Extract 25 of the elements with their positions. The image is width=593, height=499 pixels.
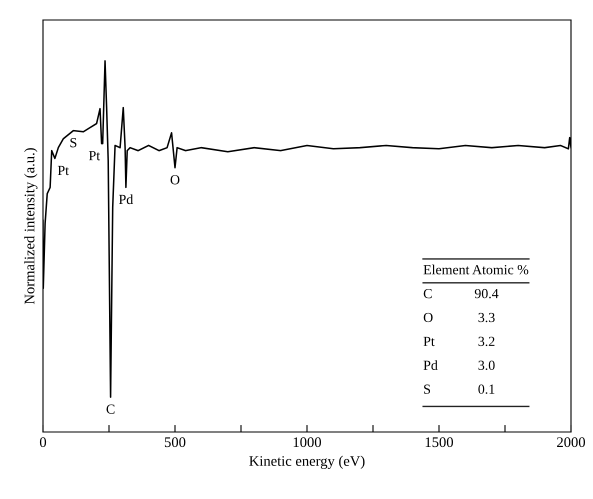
annotation: Pd xyxy=(118,194,134,204)
annotation: C xyxy=(106,404,114,414)
x-tick-label: 0 xyxy=(40,437,46,448)
annotation: 3.3 xyxy=(478,312,495,322)
x-axis-title: Kinetic energy (eV) xyxy=(249,456,365,469)
annotation: C xyxy=(424,288,432,298)
annotation: Pt xyxy=(424,336,435,346)
annotation: 3.0 xyxy=(478,360,495,370)
annotation: 90.4 xyxy=(474,288,498,298)
annotation: O xyxy=(424,312,433,322)
annotation: Pd xyxy=(424,360,438,370)
x-tick-label: 500 xyxy=(164,437,186,448)
annotation: Atomic % xyxy=(472,265,528,274)
x-tick-label: 1500 xyxy=(426,437,454,448)
annotation: 0.1 xyxy=(478,384,494,394)
x-tick-label: 2000 xyxy=(557,437,586,448)
annotation: O xyxy=(170,175,180,184)
annotation: 3.2 xyxy=(478,336,494,346)
annotation: S xyxy=(424,384,430,394)
x-tick-label: 1000 xyxy=(294,437,322,448)
annotation: Pt xyxy=(58,166,69,176)
y-axis-title: Normalized intensity (a.u.) xyxy=(24,148,38,304)
annotation: Pt xyxy=(88,151,100,160)
annotation: Element xyxy=(424,264,470,274)
annotation: S xyxy=(70,138,76,148)
